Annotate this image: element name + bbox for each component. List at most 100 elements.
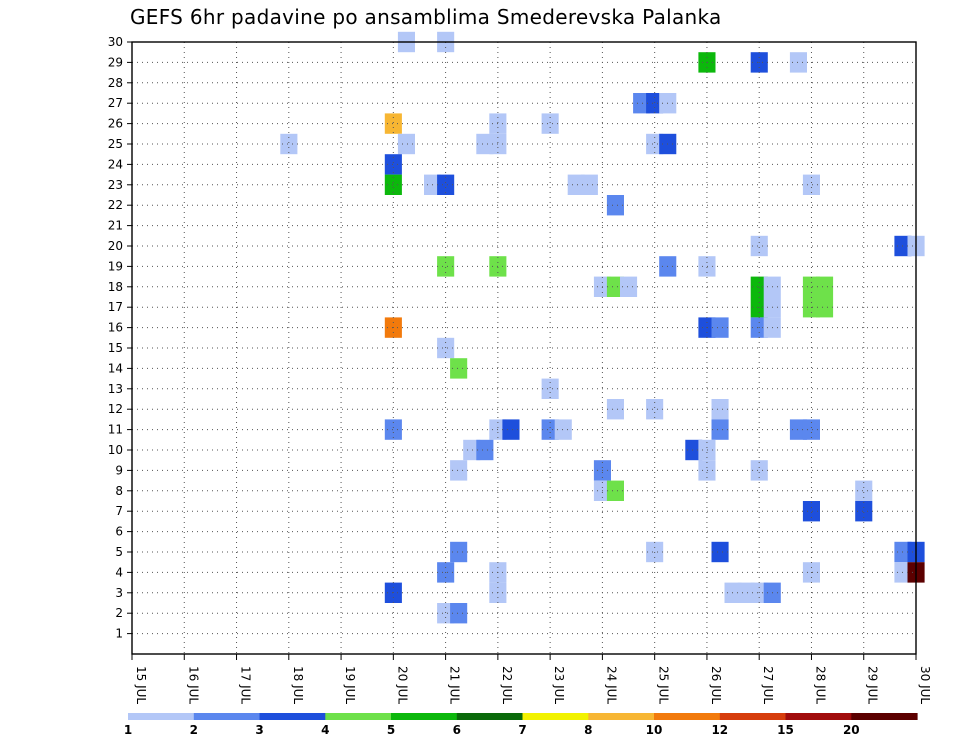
- y-tick-label: 21: [108, 219, 123, 233]
- x-tick-label: 28 JUL: [813, 666, 827, 704]
- y-tick-label: 16: [108, 321, 123, 335]
- y-tick-label: 10: [108, 443, 123, 457]
- heatmap-cell: [698, 439, 716, 461]
- y-tick-label: 24: [108, 157, 123, 171]
- heatmap-cell: [711, 541, 729, 563]
- heatmap-cell: [450, 358, 468, 379]
- heatmap-cell: [646, 399, 664, 420]
- heatmap-cell: [789, 419, 807, 440]
- x-tick-label: 16 JUL: [186, 666, 200, 704]
- heatmap-cell: [646, 93, 664, 114]
- x-tick-label: 18 JUL: [291, 666, 305, 704]
- x-tick-label: 26 JUL: [709, 666, 723, 704]
- y-tick-label: 25: [108, 137, 123, 151]
- colorbar-segment: [391, 713, 458, 720]
- y-tick-label: 13: [108, 382, 123, 396]
- heatmap-cell: [450, 541, 468, 563]
- y-tick-label: 19: [108, 259, 123, 273]
- plot-frame: [131, 41, 917, 655]
- heatmap-cell: [750, 235, 768, 257]
- heatmap-cell: [384, 174, 402, 195]
- heatmap-cell: [463, 439, 481, 461]
- heatmap-cell: [437, 256, 455, 277]
- heatmap-cell: [580, 174, 598, 195]
- heatmap-cell: [855, 501, 873, 522]
- colorbar-label: 5: [387, 723, 395, 737]
- x-tick-label: 25 JUL: [657, 666, 671, 704]
- y-tick-label: 17: [108, 300, 123, 314]
- heatmap-cell: [476, 439, 494, 461]
- heatmap-cell: [646, 133, 664, 155]
- heatmap-cell: [816, 297, 834, 318]
- chart-grid: [132, 41, 916, 654]
- y-axis: 1234567891011121314151617181920212223242…: [108, 35, 132, 641]
- y-tick-label: 2: [115, 606, 123, 620]
- colorbar-label: 15: [777, 723, 794, 737]
- heatmap-cell: [685, 439, 703, 461]
- heatmap-cell: [437, 174, 455, 195]
- colorbar-label: 20: [843, 723, 860, 737]
- heatmap-cell: [384, 113, 402, 134]
- heatmap-cell: [816, 276, 834, 297]
- y-tick-label: 22: [108, 198, 123, 212]
- heatmap-cell: [802, 501, 820, 522]
- y-tick-label: 18: [108, 280, 123, 294]
- heatmap-cell: [450, 460, 468, 481]
- heatmap-cell: [711, 419, 729, 440]
- x-tick-label: 20 JUL: [395, 666, 409, 704]
- colorbar-label: 10: [646, 723, 663, 737]
- heatmap-cell: [789, 52, 807, 73]
- y-tick-label: 12: [108, 402, 123, 416]
- y-tick-label: 27: [108, 96, 123, 110]
- colorbar-segment: [654, 713, 721, 720]
- heatmap-cell: [384, 154, 402, 175]
- heatmap-cell: [606, 276, 624, 297]
- y-tick-label: 28: [108, 76, 123, 90]
- colorbar-label: 4: [321, 723, 329, 737]
- y-tick-label: 20: [108, 239, 123, 253]
- heatmap-cell: [855, 480, 873, 501]
- x-tick-label: 17 JUL: [239, 666, 253, 704]
- colorbar-label: 12: [711, 723, 728, 737]
- colorbar-segment: [193, 713, 261, 720]
- heatmap-cell: [620, 276, 638, 297]
- colorbar-label: 8: [584, 723, 592, 737]
- heatmap-cell: [802, 174, 820, 195]
- y-tick-label: 30: [108, 35, 123, 49]
- y-tick-label: 5: [115, 545, 123, 559]
- colorbar-segment: [128, 713, 195, 720]
- heatmap-cell: [606, 195, 624, 216]
- colorbar-label: 1: [124, 723, 132, 737]
- heatmap-cell: [606, 399, 624, 420]
- x-tick-label: 30 JUL: [918, 666, 932, 704]
- heatmap-cell: [384, 419, 402, 440]
- heatmap-cell: [541, 378, 559, 399]
- y-tick-label: 29: [108, 55, 123, 69]
- x-tick-label: 23 JUL: [552, 666, 566, 704]
- heatmap-cell: [541, 113, 559, 134]
- colorbar-label: 3: [255, 723, 263, 737]
- colorbar-segment: [785, 713, 852, 720]
- heatmap-cell: [711, 317, 729, 338]
- y-tick-label: 11: [108, 423, 123, 437]
- y-tick-label: 9: [115, 463, 123, 477]
- y-tick-label: 14: [108, 361, 123, 375]
- x-tick-label: 22 JUL: [500, 666, 514, 704]
- x-tick-label: 21 JUL: [448, 666, 462, 704]
- y-tick-label: 4: [115, 565, 123, 579]
- y-tick-label: 23: [108, 178, 123, 192]
- chart-title: GEFS 6hr padavine po ansamblima Smederev…: [130, 5, 722, 29]
- heatmap-cell: [541, 419, 559, 440]
- y-tick-label: 3: [115, 586, 123, 600]
- heatmap-cell: [802, 419, 820, 440]
- colorbar-segment: [588, 713, 655, 720]
- x-tick-label: 24 JUL: [604, 666, 618, 704]
- y-tick-label: 26: [108, 117, 123, 131]
- heatmap-cell: [397, 133, 415, 155]
- heatmap-cell: [437, 603, 455, 624]
- colorbar-label: 2: [190, 723, 198, 737]
- heatmap-cell: [698, 460, 716, 481]
- colorbar: 1 2 3 4 5 6 7 8 10 12 15 20: [124, 713, 918, 737]
- colorbar-segment: [325, 713, 392, 720]
